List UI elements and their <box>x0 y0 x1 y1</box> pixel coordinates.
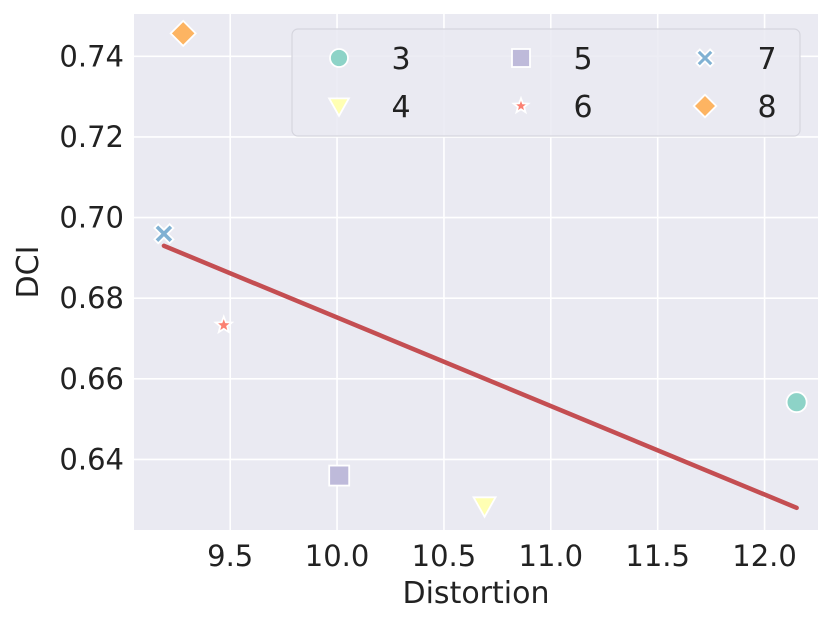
y-tick-label: 0.70 <box>59 201 124 235</box>
data-point-8 <box>169 19 197 48</box>
trend-line-group <box>161 243 799 511</box>
y-tick-label: 0.64 <box>59 442 124 476</box>
legend-label-6: 6 <box>573 90 592 125</box>
x-tick-label: 10.0 <box>305 539 370 573</box>
y-tick-label: 0.66 <box>59 362 124 396</box>
data-points <box>153 19 808 519</box>
y-tick-label: 0.68 <box>59 281 124 315</box>
data-point-4 <box>472 496 498 519</box>
legend-marker-6 <box>511 95 531 115</box>
data-point-3 <box>785 391 808 414</box>
data-point-7 <box>153 222 175 245</box>
legend-marker-4 <box>327 97 351 118</box>
x-axis-ticks: 9.5 10.0 10.5 11.0 11.5 12.0 <box>207 539 797 573</box>
legend-marker-7 <box>695 48 715 68</box>
x-tick-label: 11.0 <box>519 539 584 573</box>
trend-line <box>161 243 799 511</box>
legend-marker-5 <box>511 48 531 68</box>
legend-label-5: 5 <box>573 42 592 77</box>
legend-label-4: 4 <box>391 90 410 125</box>
y-tick-label: 0.74 <box>59 39 124 73</box>
y-tick-label: 0.72 <box>59 120 124 154</box>
x-tick-label: 12.0 <box>732 539 797 573</box>
x-tick-label: 10.5 <box>412 539 477 573</box>
y-axis-label: DCI <box>11 246 46 299</box>
data-point-5 <box>328 464 351 487</box>
x-tick-label: 9.5 <box>207 539 253 573</box>
legend-label-8: 8 <box>757 90 776 125</box>
legend-box <box>291 28 801 137</box>
x-axis-label: Distortion <box>403 576 550 611</box>
data-point-6 <box>213 314 235 335</box>
legend-label-7: 7 <box>757 42 776 77</box>
legend-marker-8 <box>692 93 718 119</box>
legend: 3 4 5 6 7 8 <box>291 28 801 137</box>
legend-label-3: 3 <box>391 42 410 77</box>
legend-marker-3 <box>329 48 349 68</box>
y-axis-ticks: 0.64 0.66 0.68 0.70 0.72 0.74 <box>59 39 124 476</box>
x-tick-label: 11.5 <box>625 539 690 573</box>
